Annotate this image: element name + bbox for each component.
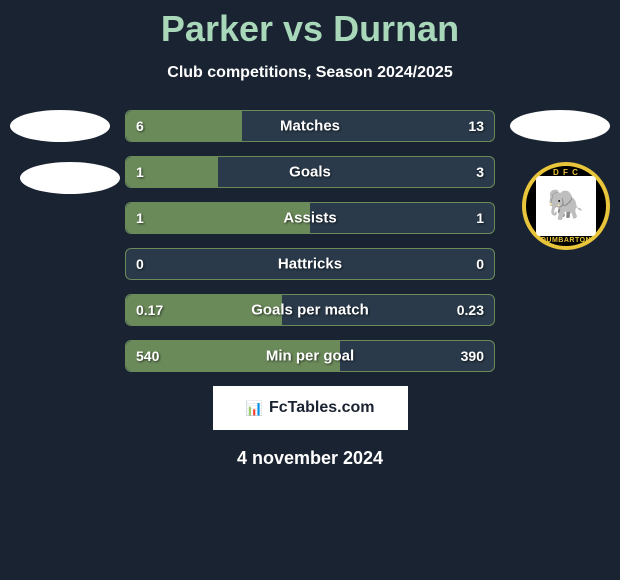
stat-bars: 6Matches131Goals31Assists10Hattricks00.1… — [125, 110, 495, 372]
date: 4 november 2024 — [0, 448, 620, 469]
stat-row: 0Hattricks0 — [125, 248, 495, 280]
player-left-avatar — [10, 110, 110, 142]
stat-row: 1Assists1 — [125, 202, 495, 234]
page-title: Parker vs Durnan — [0, 0, 620, 50]
stat-value-right: 3 — [476, 164, 484, 180]
crest-text-bottom: DUMBARTON — [526, 237, 606, 244]
player-right-avatar — [510, 110, 610, 142]
stat-label: Assists — [126, 210, 494, 227]
stat-value-right: 13 — [468, 118, 484, 134]
subtitle: Club competitions, Season 2024/2025 — [0, 64, 620, 82]
club-left-crest — [20, 162, 120, 194]
stat-value-right: 0 — [476, 256, 484, 272]
stat-label: Goals — [126, 164, 494, 181]
stat-row: 0.17Goals per match0.23 — [125, 294, 495, 326]
comparison-block: D F C 🐘 DUMBARTON 6Matches131Goals31Assi… — [0, 110, 620, 372]
watermark: 📊 FcTables.com — [213, 386, 408, 430]
club-right-crest: D F C 🐘 DUMBARTON — [522, 162, 610, 250]
stat-label: Min per goal — [126, 348, 494, 365]
stat-label: Matches — [126, 118, 494, 135]
stat-value-right: 1 — [476, 210, 484, 226]
elephant-icon: 🐘 — [547, 191, 584, 221]
stat-row: 6Matches13 — [125, 110, 495, 142]
stat-label: Hattricks — [126, 256, 494, 273]
stat-value-right: 0.23 — [457, 302, 484, 318]
chart-icon: 📊 — [246, 400, 263, 417]
stat-row: 540Min per goal390 — [125, 340, 495, 372]
stat-row: 1Goals3 — [125, 156, 495, 188]
stat-label: Goals per match — [126, 302, 494, 319]
stat-value-right: 390 — [461, 348, 484, 364]
watermark-text: FcTables.com — [269, 399, 375, 417]
